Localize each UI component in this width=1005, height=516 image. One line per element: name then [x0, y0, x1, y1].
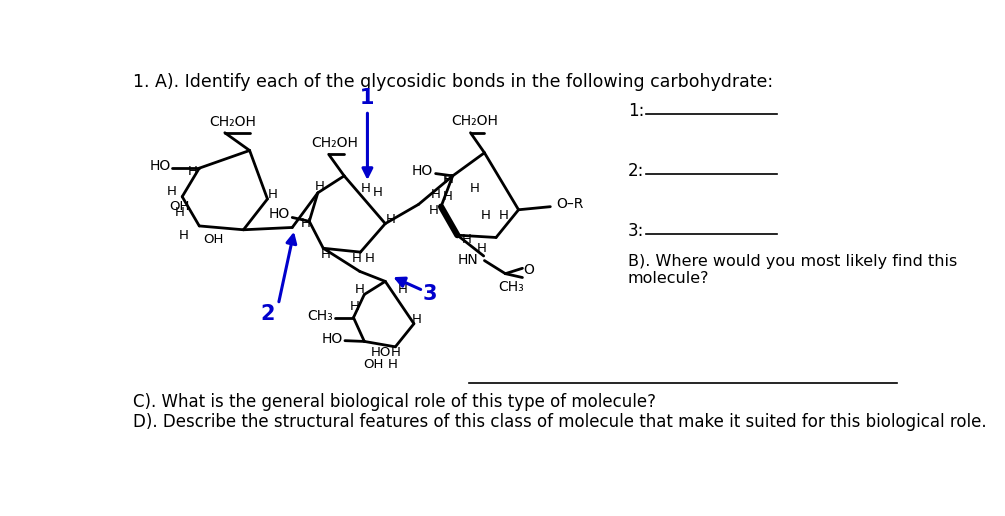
- Text: CH₂OH: CH₂OH: [451, 114, 498, 128]
- Text: 1: 1: [360, 88, 375, 108]
- Text: H: H: [268, 188, 277, 201]
- Text: H: H: [442, 173, 452, 186]
- Text: OH: OH: [364, 358, 384, 371]
- Text: O: O: [524, 263, 534, 277]
- Text: molecule?: molecule?: [628, 271, 710, 286]
- Text: H: H: [431, 188, 440, 201]
- Text: H: H: [175, 205, 185, 219]
- Text: 1. A). Identify each of the glycosidic bonds in the following carbohydrate:: 1. A). Identify each of the glycosidic b…: [134, 73, 774, 91]
- Text: H: H: [444, 173, 453, 186]
- Text: H: H: [461, 233, 471, 246]
- Text: H: H: [398, 283, 408, 296]
- Text: H: H: [429, 204, 439, 217]
- Text: 1:: 1:: [628, 102, 644, 120]
- Text: HO: HO: [322, 332, 343, 346]
- Text: H: H: [321, 248, 331, 261]
- Text: HO: HO: [371, 346, 392, 360]
- Text: H: H: [411, 313, 421, 327]
- Text: CH₃: CH₃: [308, 309, 334, 323]
- Text: H: H: [315, 180, 325, 193]
- Text: HN: HN: [457, 253, 478, 267]
- Text: H: H: [469, 183, 479, 196]
- Text: H: H: [361, 183, 371, 196]
- Text: 3: 3: [423, 284, 437, 304]
- Text: H: H: [477, 242, 487, 255]
- Text: H: H: [350, 300, 359, 313]
- Text: OH: OH: [203, 233, 223, 246]
- Text: HO: HO: [412, 164, 433, 178]
- Text: HO: HO: [268, 207, 289, 221]
- Text: H: H: [390, 346, 400, 360]
- Text: OH: OH: [169, 200, 189, 213]
- Text: H: H: [373, 186, 383, 199]
- Text: 2: 2: [260, 304, 274, 325]
- Text: H: H: [352, 252, 362, 265]
- Text: H: H: [355, 283, 365, 296]
- Text: C). What is the general biological role of this type of molecule?: C). What is the general biological role …: [134, 393, 656, 411]
- Text: O–R: O–R: [557, 198, 584, 212]
- Text: H: H: [179, 229, 189, 241]
- Text: D). Describe the structural features of this class of molecule that make it suit: D). Describe the structural features of …: [134, 413, 987, 431]
- Text: CH₂OH: CH₂OH: [209, 115, 256, 129]
- Text: H: H: [300, 217, 311, 230]
- Text: B). Where would you most likely find this: B). Where would you most likely find thi…: [628, 254, 957, 269]
- Text: HO: HO: [150, 159, 171, 173]
- Text: H: H: [442, 190, 452, 203]
- Text: H: H: [167, 185, 177, 198]
- Text: H: H: [481, 209, 490, 222]
- Text: CH₃: CH₃: [498, 280, 525, 294]
- Text: 2:: 2:: [628, 162, 644, 180]
- Text: H: H: [386, 213, 396, 227]
- Text: H: H: [498, 209, 509, 222]
- Text: H: H: [365, 252, 375, 265]
- Text: 3:: 3:: [628, 222, 644, 240]
- Text: H: H: [188, 165, 198, 178]
- Text: H: H: [388, 358, 398, 371]
- Text: CH₂OH: CH₂OH: [312, 136, 359, 150]
